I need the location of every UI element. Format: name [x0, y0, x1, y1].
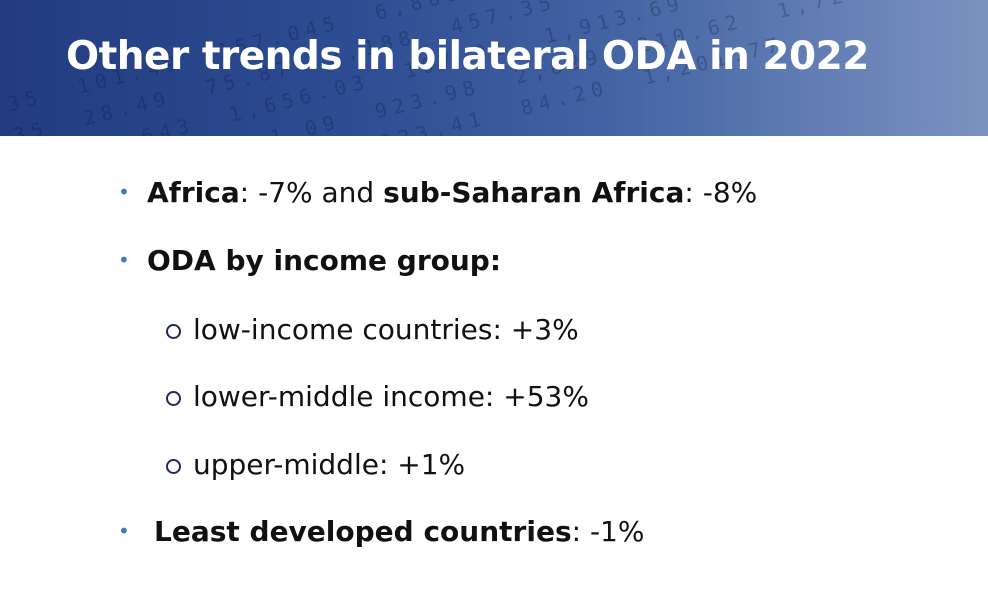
ring-bullet-icon	[166, 324, 181, 339]
income-group-label: ODA by income group:	[147, 244, 502, 277]
ldc-label: Least developed countries	[154, 515, 572, 548]
ring-bullet-icon	[166, 459, 181, 474]
ring-bullet-icon	[166, 391, 181, 406]
ssa-label: sub-Saharan Africa	[383, 176, 685, 209]
africa-label: Africa	[147, 176, 240, 209]
sub-item-text: upper-middle: +1%	[193, 448, 466, 481]
title-banner: 88.35 101.49 157.045 6,888.82 9.18 1,423…	[0, 0, 988, 136]
banner-overlay	[0, 0, 988, 136]
bullet-dot-icon: •	[118, 180, 130, 204]
slide-title: Other trends in bilateral ODA in 2022	[66, 34, 869, 79]
ssa-value: : -8%	[684, 176, 758, 209]
bullet-dot-icon: •	[118, 519, 130, 543]
sub-item-text: low-income countries: +3%	[193, 313, 579, 346]
bullet-dot-icon: •	[118, 248, 130, 272]
sub-item-text: lower-middle income: +53%	[193, 380, 589, 413]
ldc-value: : -1%	[571, 515, 645, 548]
africa-value: : -7% and	[239, 176, 384, 209]
